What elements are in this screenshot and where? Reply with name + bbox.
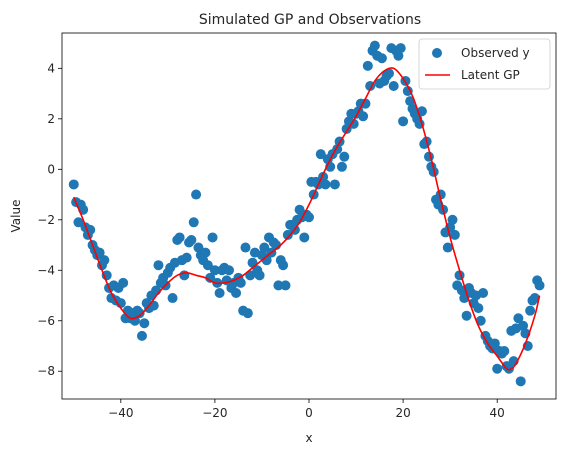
legend-label-latent: Latent GP (461, 68, 520, 82)
data-point-71 (235, 277, 246, 288)
data-point-87 (273, 280, 284, 291)
x-tick-label-3: 20 (395, 406, 410, 420)
y-tick-label-3: −2 (37, 213, 55, 227)
data-point-56 (200, 247, 211, 258)
data-point-30 (139, 318, 150, 329)
y-tick-label-6: 4 (47, 61, 55, 75)
data-point-161 (447, 214, 458, 225)
data-point-98 (299, 232, 310, 243)
data-point-13 (99, 255, 110, 266)
x-tick-label-0: −40 (108, 406, 133, 420)
data-point-73 (240, 242, 251, 253)
data-point-159 (442, 242, 453, 253)
y-axis-label: Value (9, 200, 23, 233)
chart-title: Simulated GP and Observations (199, 12, 421, 28)
data-point-119 (348, 118, 359, 129)
x-tick-label-4: 40 (490, 406, 505, 420)
data-point-123 (358, 111, 369, 122)
data-point-62 (214, 287, 225, 298)
data-point-167 (461, 310, 472, 321)
data-point-90 (280, 280, 291, 291)
data-point-124 (360, 98, 371, 109)
data-point-151 (423, 151, 434, 162)
data-point-162 (449, 229, 460, 240)
data-point-172 (473, 303, 484, 314)
data-point-134 (383, 68, 394, 79)
data-point-57 (202, 260, 213, 271)
y-tick-label-0: −8 (37, 364, 55, 378)
data-point-115 (339, 151, 350, 162)
data-point-189 (513, 313, 524, 324)
data-point-185 (503, 363, 514, 374)
data-point-142 (402, 86, 413, 97)
data-point-34 (148, 300, 159, 311)
data-point-125 (362, 60, 373, 71)
data-point-143 (405, 96, 416, 107)
data-point-48 (181, 252, 192, 263)
x-tick-label-2: 0 (305, 406, 313, 420)
data-point-194 (525, 305, 536, 316)
data-point-79 (254, 270, 265, 281)
x-axis-label: x (305, 431, 312, 445)
scatter-series (68, 40, 545, 387)
data-point-136 (388, 81, 399, 92)
data-point-196 (529, 293, 540, 304)
data-point-174 (478, 287, 489, 298)
y-tick-label-5: 2 (47, 112, 55, 126)
y-axis: −8 −6 −4 −2 0 2 4 (37, 61, 62, 378)
data-point-21 (118, 277, 129, 288)
data-point-139 (395, 43, 406, 54)
data-point-138 (393, 50, 404, 61)
data-point-28 (134, 308, 145, 319)
data-point-91 (282, 229, 293, 240)
legend: Observed y Latent GP (418, 38, 551, 90)
data-point-105 (315, 149, 326, 160)
data-point-42 (167, 293, 178, 304)
data-point-47 (179, 270, 190, 281)
data-point-29 (136, 330, 147, 341)
data-point-114 (336, 161, 347, 172)
data-point-59 (207, 232, 218, 243)
data-point-60 (209, 265, 220, 276)
legend-marker-observed (432, 48, 442, 58)
data-point-191 (518, 320, 529, 331)
data-point-50 (186, 234, 197, 245)
data-point-180 (492, 363, 503, 374)
data-point-107 (320, 179, 331, 190)
legend-box (418, 38, 551, 90)
data-point-66 (224, 265, 235, 276)
latent-gp-line (73, 67, 541, 371)
data-point-53 (193, 242, 204, 253)
data-point-111 (329, 179, 340, 190)
data-point-81 (259, 242, 270, 253)
data-point-69 (231, 287, 242, 298)
data-point-183 (499, 346, 510, 357)
data-point-190 (515, 376, 526, 387)
data-point-131 (376, 53, 387, 64)
data-point-0 (68, 179, 79, 190)
x-tick-label-1: −20 (202, 406, 227, 420)
data-point-51 (188, 217, 199, 228)
data-point-74 (242, 308, 253, 319)
y-tick-label-4: 0 (47, 162, 55, 176)
data-point-179 (489, 338, 500, 349)
y-tick-label-1: −6 (37, 314, 55, 328)
x-axis: −40 −20 0 20 40 (108, 399, 505, 420)
y-tick-label-2: −4 (37, 263, 55, 277)
data-point-36 (153, 260, 164, 271)
data-point-2 (73, 217, 84, 228)
data-point-58 (205, 272, 216, 283)
data-point-45 (174, 232, 185, 243)
data-point-128 (369, 40, 380, 51)
data-point-173 (475, 315, 486, 326)
data-point-198 (534, 280, 545, 291)
data-point-96 (294, 204, 305, 215)
data-point-100 (304, 212, 314, 223)
data-point-52 (191, 189, 202, 200)
line-series (73, 67, 541, 371)
data-point-140 (398, 116, 409, 127)
legend-label-observed: Observed y (461, 46, 530, 60)
data-point-89 (278, 260, 289, 271)
